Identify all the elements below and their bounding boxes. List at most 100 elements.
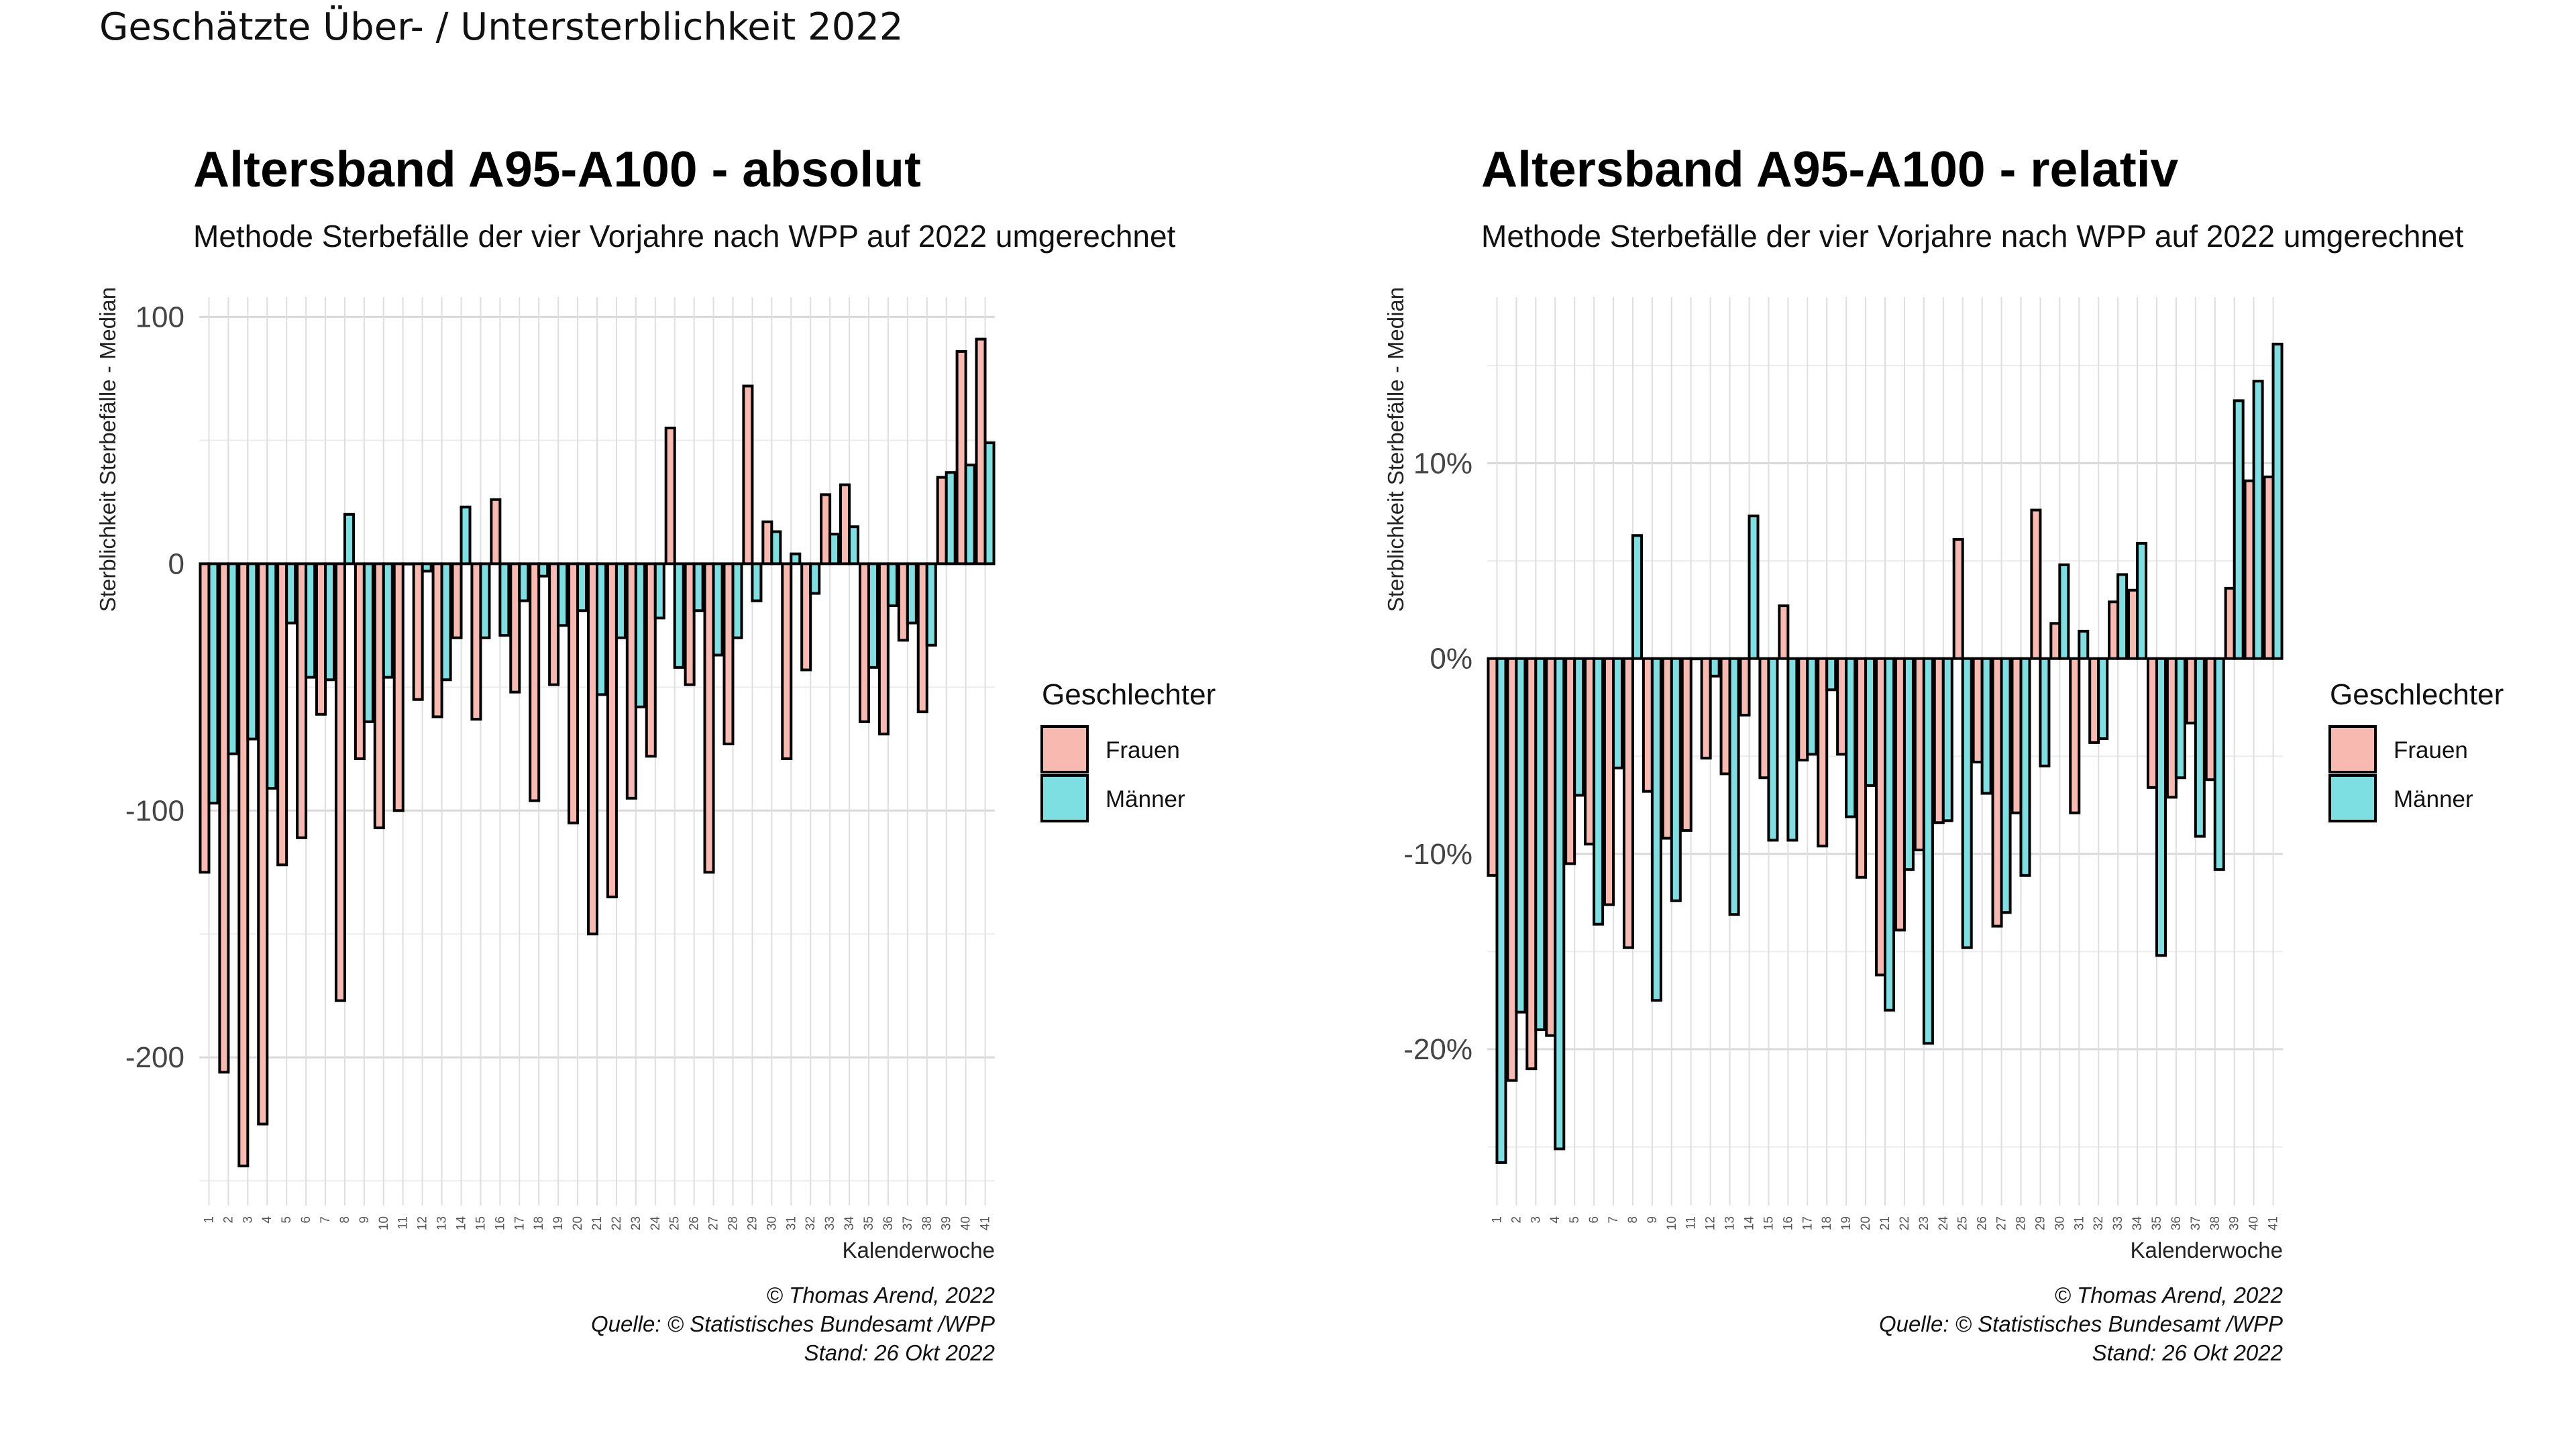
bar-frauen-kw29	[742, 384, 754, 566]
bar-frauen-kw18	[529, 562, 541, 802]
bar-frauen-kw12	[1700, 657, 1712, 760]
x-tick-label: 14	[1743, 1216, 1757, 1231]
x-tick-label: 23	[1917, 1216, 1931, 1230]
bar-mnner-kw18	[1825, 657, 1837, 692]
bar-mnner-kw38	[2213, 657, 2225, 871]
y-tick-label: 100	[136, 301, 184, 333]
y-tick-label: -10%	[1403, 838, 1472, 871]
y-tick-label: 0	[168, 547, 184, 580]
caption-line: © Thomas Arend, 2022	[767, 1283, 995, 1307]
bar-mnner-kw27	[712, 562, 724, 657]
bar-frauen-kw29	[2030, 508, 2042, 660]
bar-frauen-kw8	[1622, 657, 1634, 949]
bar-mnner-kw20	[1864, 657, 1876, 787]
bar-frauen-kw32	[800, 562, 812, 672]
bar-mnner-kw22	[1902, 657, 1915, 871]
bar-mnner-kw32	[2097, 657, 2109, 741]
bar-mnner-kw2	[1515, 657, 1527, 1014]
bar-frauen-kw11	[392, 562, 405, 812]
bar-mnner-kw30	[770, 530, 782, 566]
bar-mnner-kw4	[266, 562, 278, 790]
x-tick-label: 27	[707, 1216, 721, 1230]
x-tick-label: 15	[1762, 1216, 1776, 1230]
legend-label: Männer	[2394, 786, 2473, 812]
bar-mnner-kw7	[324, 562, 336, 682]
x-axis-label: Kalenderwoche	[843, 1238, 996, 1263]
x-tick-label: 5	[280, 1216, 294, 1224]
legend-key-0	[1040, 725, 1089, 773]
bar-frauen-kw27	[703, 562, 715, 874]
x-tick-label: 26	[1976, 1216, 1990, 1230]
y-tick-label: -20%	[1403, 1033, 1472, 1066]
y-axis-label: Sterblichkeit Sterbefälle - Median	[1383, 287, 1408, 612]
bar-mnner-kw3	[246, 562, 258, 741]
bar-mnner-kw10	[382, 562, 394, 679]
x-tick-label: 4	[260, 1216, 274, 1224]
x-tick-label: 22	[610, 1216, 624, 1230]
x-tick-label: 25	[1956, 1216, 1970, 1230]
bar-mnner-kw22	[614, 562, 627, 639]
x-tick-label: 30	[765, 1216, 779, 1230]
x-tick-label: 21	[590, 1216, 604, 1230]
bar-mnner-kw26	[692, 562, 704, 612]
x-tick-label: 18	[532, 1216, 546, 1230]
y-tick-label: 0%	[1430, 643, 1472, 676]
x-tick-label: 10	[1665, 1216, 1679, 1230]
bar-mnner-kw41	[2271, 342, 2284, 660]
bar-mnner-kw29	[751, 562, 763, 602]
bar-mnner-kw20	[576, 562, 588, 612]
legend-title: Geschlechter	[1042, 678, 1216, 711]
bar-frauen-kw25	[664, 427, 676, 566]
legend-key-0	[2328, 725, 2377, 773]
bar-mnner-kw5	[1573, 657, 1585, 797]
legend-label: Frauen	[2394, 737, 2468, 763]
y-axis-label: Sterblichkeit Sterbefälle - Median	[95, 287, 120, 612]
bar-mnner-kw15	[479, 562, 491, 639]
bar-frauen-kw31	[2069, 657, 2081, 814]
x-tick-label: 15	[474, 1216, 488, 1230]
bar-frauen-kw31	[781, 562, 793, 761]
x-tick-label: 41	[979, 1216, 993, 1230]
bar-mnner-kw14	[1748, 515, 1760, 660]
bar-frauen-kw20	[568, 562, 580, 824]
bar-frauen-kw16	[490, 498, 502, 566]
x-tick-label: 39	[2228, 1216, 2242, 1230]
y-tick-label: -200	[125, 1041, 184, 1074]
bar-mnner-kw5	[285, 562, 297, 625]
x-tick-label: 31	[2072, 1216, 2086, 1230]
x-tick-label: 13	[1723, 1216, 1737, 1230]
bar-frauen-kw33	[820, 493, 832, 566]
x-tick-label: 6	[299, 1216, 313, 1224]
x-tick-label: 29	[2033, 1216, 2047, 1230]
bar-frauen-kw22	[606, 562, 618, 899]
bar-mnner-kw24	[1941, 657, 1953, 822]
x-tick-label: 2	[1509, 1216, 1523, 1224]
bar-mnner-kw37	[906, 562, 918, 625]
bar-mnner-kw23	[1922, 657, 1934, 1045]
bar-mnner-kw34	[2136, 541, 2148, 660]
bar-frauen-kw25	[1952, 538, 1964, 660]
bar-frauen-kw11	[1680, 657, 1693, 832]
x-tick-label: 32	[2092, 1216, 2106, 1230]
bar-mnner-kw35	[867, 562, 879, 669]
x-tick-label: 16	[1781, 1216, 1795, 1230]
legend-label: Männer	[1106, 786, 1185, 812]
bar-mnner-kw32	[809, 562, 821, 595]
bar-mnner-kw39	[945, 471, 957, 566]
x-tick-label: 2	[221, 1216, 235, 1224]
bar-mnner-kw8	[343, 513, 355, 566]
bar-frauen-kw24	[645, 562, 657, 758]
bar-mnner-kw21	[596, 562, 608, 696]
x-tick-label: 25	[668, 1216, 682, 1230]
x-tick-label: 31	[784, 1216, 798, 1230]
bar-mnner-kw23	[634, 562, 646, 708]
bar-mnner-kw21	[1884, 657, 1896, 1012]
bar-mnner-kw19	[1845, 657, 1857, 818]
bar-mnner-kw33	[2116, 573, 2129, 660]
x-tick-label: 24	[1937, 1216, 1951, 1231]
bar-frauen-kw8	[334, 562, 346, 1002]
x-tick-label: 7	[319, 1216, 333, 1224]
bar-mnner-kw1	[207, 562, 219, 805]
bar-frauen-kw36	[877, 562, 890, 736]
x-tick-label: 5	[1568, 1216, 1582, 1224]
